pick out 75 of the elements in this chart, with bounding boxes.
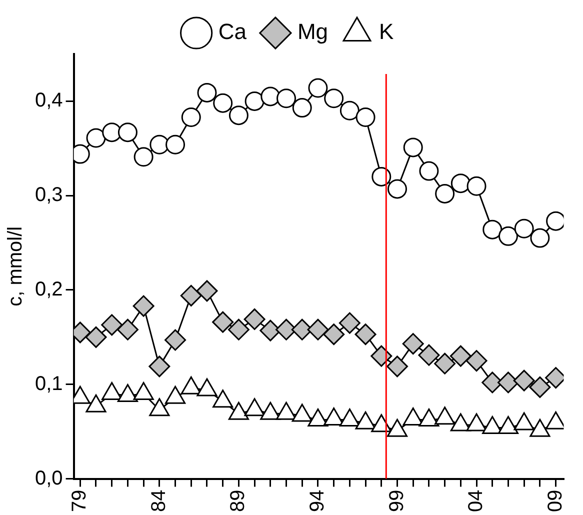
point	[308, 408, 328, 426]
point	[402, 408, 424, 426]
point	[260, 402, 281, 420]
x-tick-label: 89	[227, 490, 250, 512]
point	[244, 308, 266, 330]
point	[308, 78, 328, 98]
point	[149, 398, 170, 416]
point	[86, 128, 106, 148]
point	[228, 106, 248, 126]
point	[118, 122, 138, 142]
point	[372, 166, 392, 186]
legend-label: Ca	[218, 19, 248, 44]
point	[450, 174, 470, 194]
legend-label: K	[379, 19, 394, 44]
point	[292, 404, 312, 422]
point	[86, 394, 106, 412]
point	[324, 88, 344, 108]
point	[102, 382, 122, 400]
point	[244, 398, 265, 416]
y-tick-label: 0,1	[34, 372, 63, 395]
point	[196, 280, 218, 302]
point	[150, 134, 170, 154]
point	[228, 402, 249, 420]
point	[197, 82, 217, 102]
y-tick-label: 0,4	[34, 90, 63, 112]
point	[196, 378, 218, 396]
point	[340, 100, 360, 120]
point	[166, 134, 186, 154]
point	[514, 412, 534, 430]
x-tick-label: 04	[465, 490, 488, 512]
point	[514, 218, 534, 238]
point	[418, 408, 440, 426]
point	[434, 406, 456, 425]
point	[260, 86, 280, 106]
point	[419, 161, 439, 181]
point	[181, 107, 201, 127]
x-tick-label: 84	[148, 490, 170, 512]
point	[213, 93, 233, 113]
point	[180, 284, 202, 306]
x-tick-label: 94	[306, 490, 328, 512]
x-tick-label: 09	[544, 490, 566, 512]
point	[466, 176, 486, 196]
point	[180, 376, 202, 394]
point	[466, 413, 487, 432]
point	[530, 418, 550, 437]
y-tick-label: 0,3	[34, 184, 63, 206]
point	[387, 179, 407, 199]
point	[133, 382, 154, 400]
y-tick-label: 0,0	[34, 467, 63, 490]
point	[356, 107, 376, 127]
legend-label: Mg	[297, 19, 328, 44]
x-tick-label: 79	[68, 490, 91, 512]
point	[450, 413, 471, 432]
y-tick-label: 0,2	[34, 278, 63, 300]
point	[530, 228, 550, 248]
point	[498, 416, 519, 434]
point	[276, 402, 297, 420]
point	[244, 91, 264, 111]
point	[117, 384, 138, 402]
point	[276, 88, 296, 108]
point	[339, 408, 360, 426]
point	[371, 414, 392, 432]
point	[102, 122, 122, 142]
point	[355, 411, 376, 430]
point	[386, 418, 408, 437]
point	[292, 98, 312, 118]
point	[482, 220, 502, 240]
x-tick-label: 99	[386, 490, 408, 512]
point	[165, 386, 186, 404]
point	[212, 390, 234, 408]
point	[498, 226, 518, 246]
point	[435, 184, 455, 204]
point	[134, 147, 154, 167]
point	[403, 138, 423, 158]
y-axis-title: c, mmol/l	[4, 226, 27, 306]
